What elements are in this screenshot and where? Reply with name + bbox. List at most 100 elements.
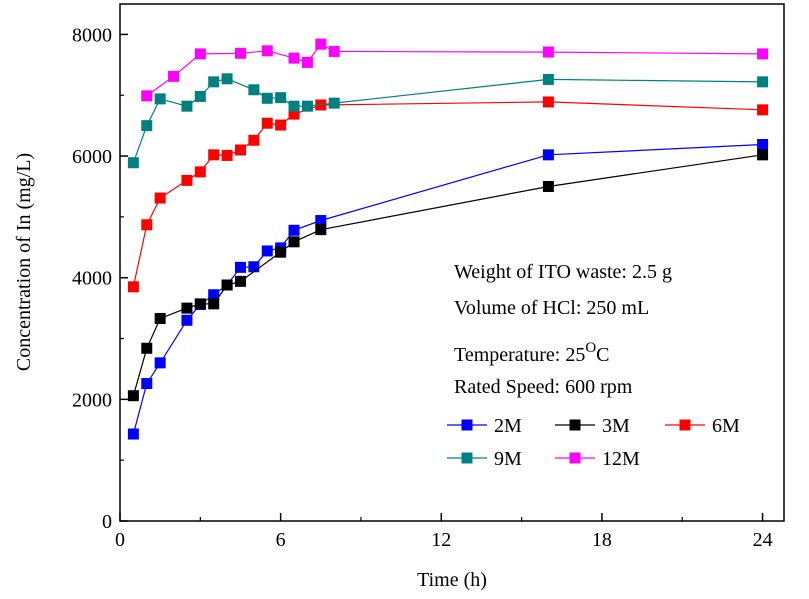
annotation-temperature-suffix: C — [596, 344, 609, 366]
x-tick-label-1: 6 — [276, 529, 286, 551]
data-point-12M — [288, 52, 300, 64]
data-point-2M — [542, 149, 554, 161]
legend-label-2M: 2M — [494, 415, 522, 437]
axes-ticks: 0 6 12 18 24 0 2000 4000 6000 8000 — [72, 24, 773, 551]
data-point-6M — [127, 281, 139, 293]
data-point-9M — [248, 84, 260, 96]
legend-item-2M: 2M — [447, 415, 522, 437]
series-9M — [127, 73, 769, 169]
data-point-12M — [168, 70, 180, 82]
data-point-12M — [542, 46, 554, 58]
legend-item-12M: 12M — [555, 448, 640, 470]
data-point-6M — [181, 174, 193, 186]
data-point-3M — [141, 342, 153, 354]
legend-label-6M: 6M — [712, 415, 740, 437]
x-tick-label-4: 24 — [753, 529, 773, 551]
data-point-3M — [288, 236, 300, 248]
annotation-speed: Rated Speed: 600 rpm — [454, 376, 633, 398]
data-point-12M — [141, 90, 153, 102]
y-tick-label-2: 4000 — [72, 268, 112, 290]
data-point-6M — [194, 166, 206, 178]
data-point-2M — [181, 314, 193, 326]
legend-item-9M: 9M — [447, 448, 522, 470]
legend-label-12M: 12M — [602, 448, 640, 470]
legend-marker — [461, 419, 473, 431]
legend-marker — [569, 419, 581, 431]
data-point-12M — [194, 48, 206, 60]
legend-item-6M: 6M — [665, 415, 740, 437]
data-point-9M — [194, 90, 206, 102]
annotation-volume: Volume of HCl: 250 mL — [454, 297, 649, 319]
data-point-9M — [542, 73, 554, 85]
data-point-6M — [248, 134, 260, 146]
data-point-12M — [261, 45, 273, 57]
data-point-3M — [757, 149, 769, 161]
data-point-2M — [757, 139, 769, 151]
data-point-9M — [288, 100, 300, 112]
data-point-3M — [181, 302, 193, 314]
data-point-6M — [757, 104, 769, 116]
data-point-12M — [328, 45, 340, 57]
data-point-12M — [234, 47, 246, 59]
x-axis-title: Time (h) — [417, 569, 487, 591]
data-point-9M — [154, 93, 166, 105]
legend: 2M 3M 6M 9M 12M — [447, 415, 740, 470]
data-point-2M — [315, 215, 327, 227]
plot-frame — [119, 3, 785, 522]
data-point-9M — [261, 92, 273, 104]
data-point-2M — [261, 245, 273, 257]
legend-label-9M: 9M — [494, 448, 522, 470]
data-point-9M — [301, 100, 313, 112]
data-point-2M — [248, 261, 260, 273]
data-point-3M — [208, 298, 220, 310]
data-point-9M — [127, 157, 139, 169]
data-point-3M — [275, 246, 287, 258]
data-point-6M — [261, 117, 273, 129]
data-point-3M — [194, 298, 206, 310]
legend-label-3M: 3M — [602, 415, 630, 437]
data-point-9M — [181, 100, 193, 112]
data-point-3M — [154, 312, 166, 324]
data-point-12M — [757, 48, 769, 60]
data-point-3M — [221, 279, 233, 291]
legend-marker — [679, 419, 691, 431]
data-point-2M — [208, 289, 220, 301]
data-point-3M — [234, 275, 246, 287]
y-tick-label-4: 8000 — [72, 24, 112, 46]
data-point-2M — [127, 428, 139, 440]
data-point-6M — [288, 108, 300, 120]
data-point-3M — [315, 224, 327, 236]
annotation-temperature-prefix: Temperature: 25 — [454, 344, 585, 366]
data-point-6M — [542, 96, 554, 108]
series-layer — [127, 38, 769, 440]
data-point-6M — [141, 219, 153, 231]
annotation-weight: Weight of ITO waste: 2.5 g — [454, 261, 672, 283]
y-tick-label-1: 2000 — [72, 389, 112, 411]
data-point-6M — [208, 149, 220, 161]
series-12M — [141, 38, 769, 102]
data-point-6M — [221, 149, 233, 161]
data-point-12M — [315, 38, 327, 50]
data-point-9M — [757, 76, 769, 88]
y-tick-label-3: 6000 — [72, 146, 112, 168]
annotation-temperature-super: O — [585, 340, 596, 356]
series-3M — [127, 149, 769, 402]
data-point-2M — [234, 261, 246, 273]
annotation-block: Weight of ITO waste: 2.5 g Volume of HCl… — [454, 261, 672, 398]
data-point-6M — [275, 119, 287, 131]
data-point-12M — [301, 56, 313, 68]
legend-item-3M: 3M — [555, 415, 630, 437]
data-point-9M — [328, 97, 340, 109]
data-point-6M — [234, 144, 246, 156]
legend-marker — [461, 452, 473, 464]
y-axis-title: Concentration of In (mg/L) — [13, 153, 35, 371]
data-point-2M — [154, 357, 166, 369]
x-tick-label-0: 0 — [115, 529, 125, 551]
data-point-9M — [221, 73, 233, 85]
data-point-3M — [127, 390, 139, 402]
data-point-3M — [542, 180, 554, 192]
series-line-6M — [132, 101, 763, 287]
annotation-temperature: Temperature: 25OC — [454, 340, 610, 366]
